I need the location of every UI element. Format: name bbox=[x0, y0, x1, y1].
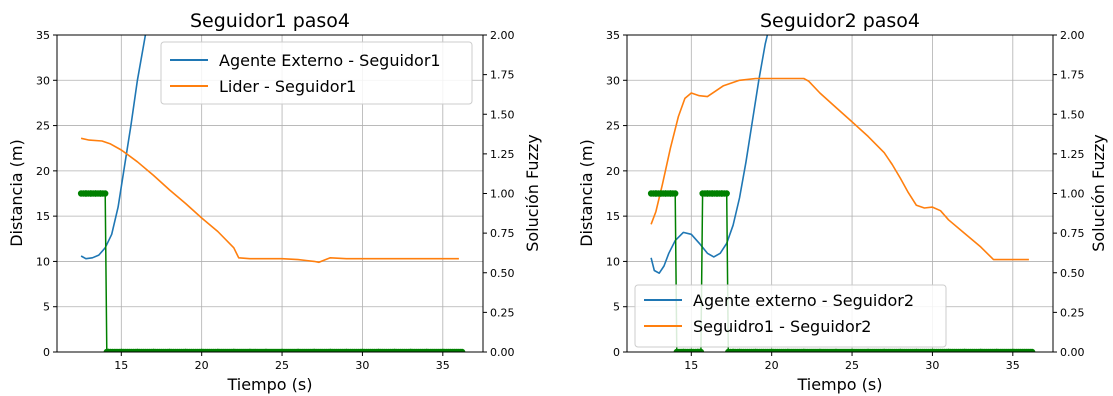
y2-tick-label: 0.75 bbox=[490, 227, 515, 240]
y2-tick-label: 0.50 bbox=[490, 267, 515, 280]
series-group bbox=[77, 35, 466, 352]
y2-tick-label: 2.00 bbox=[490, 29, 515, 42]
y2-tick-label: 2.00 bbox=[1060, 29, 1085, 42]
y2-tick-label: 1.75 bbox=[490, 69, 515, 82]
series-line-seguidro1-seguidor2 bbox=[650, 77, 1029, 261]
x-axis-label: Tiempo (s) bbox=[226, 375, 312, 394]
x-tick-label: 35 bbox=[436, 359, 450, 372]
y2-tick-label: 1.25 bbox=[1060, 148, 1085, 161]
y-tick-label: 5 bbox=[613, 301, 620, 314]
y-tick-label: 0 bbox=[43, 346, 50, 359]
series-line-agente-externo-seguidor1 bbox=[80, 35, 147, 260]
y2-tick-label: 0.25 bbox=[490, 306, 515, 319]
y-tick-label: 10 bbox=[606, 255, 620, 268]
y-tick-label: 15 bbox=[606, 210, 620, 223]
legend: Agente Externo - Seguidor1 Lider - Segui… bbox=[160, 41, 473, 105]
y-tick-label: 5 bbox=[43, 301, 50, 314]
y2-tick-label: 1.00 bbox=[1060, 188, 1085, 201]
y-tick-label: 10 bbox=[36, 255, 50, 268]
x-tick-label: 15 bbox=[114, 359, 128, 372]
x-tick-label: 25 bbox=[845, 359, 859, 372]
y2-tick-label: 1.50 bbox=[1060, 108, 1085, 121]
y2-tick-label: 0.25 bbox=[1060, 306, 1085, 319]
x-tick-label: 30 bbox=[925, 359, 939, 372]
y-tick-label: 30 bbox=[36, 74, 50, 87]
y2-axis-label: Solución Fuzzy bbox=[1089, 134, 1108, 252]
chart-title: Seguidor2 paso4 bbox=[760, 10, 920, 32]
series-group bbox=[647, 35, 1036, 352]
series-line-lider-seguidor1 bbox=[80, 137, 459, 264]
fuzzy-point bbox=[697, 348, 705, 352]
axis-ticks: 15 20 25 30 35 0 5 10 15 20 25 30 35 0.00 0.25 0.50 0.75… bbox=[606, 29, 1085, 372]
legend-box bbox=[160, 41, 473, 105]
y2-tick-label: 0.00 bbox=[490, 346, 515, 359]
legend: Agente externo - Seguidor2 Seguidro1 - S… bbox=[634, 284, 947, 348]
y2-tick-label: 0.00 bbox=[1060, 346, 1085, 359]
x-tick-label: 15 bbox=[684, 359, 698, 372]
x-tick-label: 30 bbox=[355, 359, 369, 372]
series-line-agente-externo-seguidor2 bbox=[650, 35, 769, 275]
y-axis-label: Distancia (m) bbox=[577, 139, 596, 247]
y2-tick-label: 0.75 bbox=[1060, 227, 1085, 240]
y2-tick-label: 1.75 bbox=[1060, 69, 1085, 82]
y-tick-label: 35 bbox=[36, 29, 50, 42]
y-tick-label: 20 bbox=[606, 165, 620, 178]
y-tick-label: 30 bbox=[606, 74, 620, 87]
y-tick-label: 25 bbox=[36, 120, 50, 133]
legend-box bbox=[634, 284, 947, 348]
y2-axis-label: Solución Fuzzy bbox=[523, 134, 542, 252]
x-tick-label: 20 bbox=[195, 359, 209, 372]
y-axis-label: Distancia (m) bbox=[7, 139, 26, 247]
y-tick-label: 35 bbox=[606, 29, 620, 42]
y2-tick-label: 1.25 bbox=[490, 148, 515, 161]
legend-label-agente-externo: Agente Externo - Seguidor1 bbox=[219, 51, 441, 70]
legend-label-agente-externo: Agente externo - Seguidor2 bbox=[693, 291, 914, 310]
fuzzy-point bbox=[1028, 348, 1036, 352]
y-tick-label: 15 bbox=[36, 210, 50, 223]
chart-title: Seguidor1 paso4 bbox=[190, 10, 350, 32]
legend-label-lider: Lider - Seguidor1 bbox=[219, 77, 356, 96]
y-tick-label: 20 bbox=[36, 165, 50, 178]
y2-tick-label: 1.00 bbox=[490, 188, 515, 201]
fuzzy-point bbox=[458, 348, 466, 352]
fuzzy-point bbox=[102, 190, 109, 197]
y2-tick-label: 0.50 bbox=[1060, 267, 1085, 280]
axis-ticks: 15 20 25 30 35 0 5 10 15 20 25 30 35 0.00 0.25 0.50 0.75… bbox=[36, 29, 515, 372]
fuzzy-point bbox=[672, 190, 679, 197]
x-tick-label: 20 bbox=[765, 359, 779, 372]
x-tick-label: 35 bbox=[1006, 359, 1020, 372]
x-tick-label: 25 bbox=[275, 359, 289, 372]
y-tick-label: 25 bbox=[606, 120, 620, 133]
legend-label-seguidro1: Seguidro1 - Seguidor2 bbox=[693, 317, 871, 336]
fuzzy-point bbox=[723, 190, 730, 197]
x-axis-label: Tiempo (s) bbox=[796, 375, 882, 394]
y-tick-label: 0 bbox=[613, 346, 620, 359]
chart-seguidor1: Seguidor1 paso4 15 20 25 30 35 0 5 10 15 20 25 30 35… bbox=[7, 10, 542, 394]
y2-tick-label: 1.50 bbox=[490, 108, 515, 121]
chart-seguidor2: Seguidor2 paso4 15 20 25 30 35 0 5 10 15 20 25 30 35… bbox=[577, 10, 1108, 394]
